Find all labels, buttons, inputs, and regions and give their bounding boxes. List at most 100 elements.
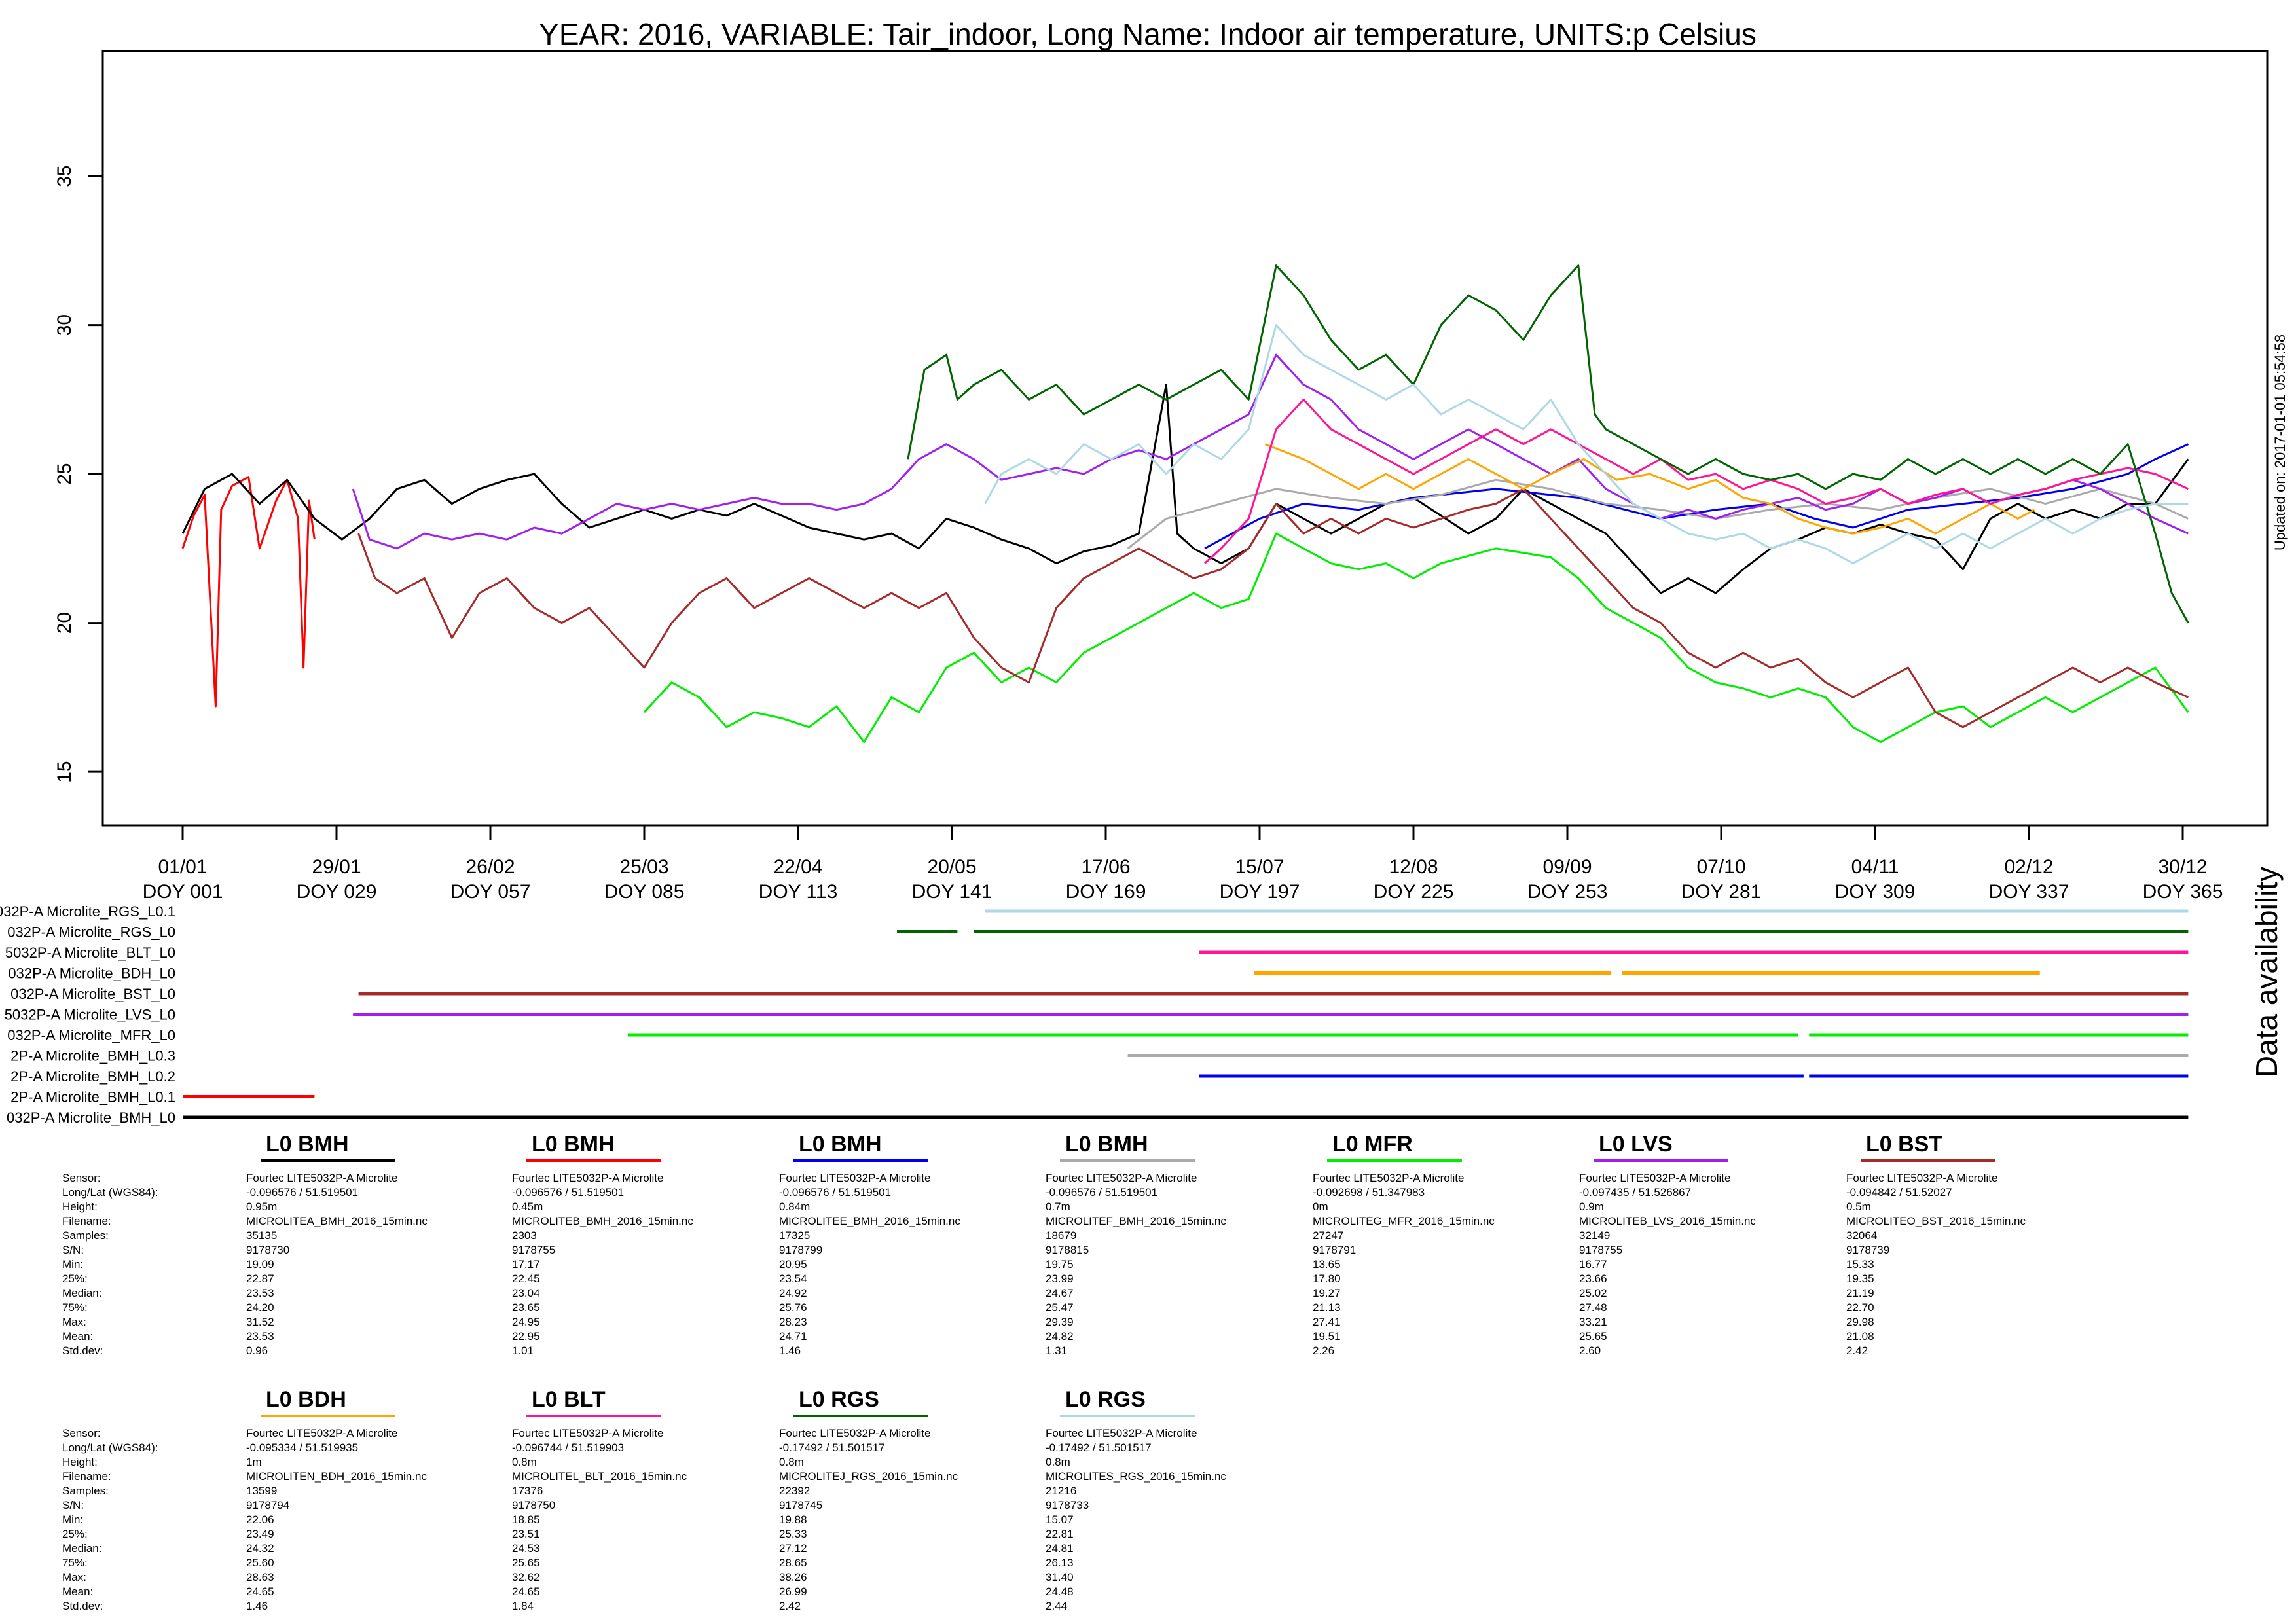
stats-value: 25.60: [246, 1557, 274, 1569]
x-tick-doy: DOY 001: [143, 881, 223, 903]
stats-value: 0.8m: [512, 1456, 537, 1468]
availability-label: 032P-A Microlite_BST_L0: [10, 986, 175, 1002]
stats-value: Fourtec LITE5032P-A Microlite: [1046, 1172, 1197, 1184]
stats-value: 24.48: [1046, 1585, 1074, 1598]
stats-value: Fourtec LITE5032P-A Microlite: [1846, 1172, 1997, 1184]
stats-row-label: Min:: [62, 1258, 83, 1271]
stats-value: 0.8m: [1046, 1456, 1070, 1468]
stats-value: 9178750: [512, 1499, 555, 1511]
x-tick-doy: DOY 309: [1835, 881, 1916, 903]
stats-row-label: 25%:: [62, 1528, 88, 1540]
stats-value: -0.096576 / 51.519501: [246, 1186, 358, 1199]
series-line-bmh03: [1127, 478, 2189, 550]
stats-value: MICROLITEL_BLT_2016_15min.nc: [512, 1470, 687, 1483]
stats-value: 23.04: [512, 1287, 540, 1299]
stats-value: 28.65: [779, 1557, 807, 1569]
y-tick-label: 25: [54, 463, 75, 484]
stats-value: 27.48: [1579, 1301, 1607, 1314]
stats-block-title: L0 BST: [1866, 1132, 1942, 1157]
stats-value: 17376: [512, 1485, 543, 1497]
stats-value: 9178733: [1046, 1499, 1089, 1511]
stats-value: Fourtec LITE5032P-A Microlite: [1046, 1427, 1197, 1439]
availability-label: 032P-A Microlite_MFR_L0: [7, 1027, 175, 1043]
x-tick-date: 04/11: [1851, 856, 1899, 878]
stats-value: 21.13: [1313, 1301, 1341, 1314]
stats-value: -0.17492 / 51.501517: [1046, 1441, 1152, 1454]
y-axis: 15 20 25 30 35: [54, 165, 103, 783]
y-tick-label: 15: [54, 761, 75, 782]
stats-row-label: Filename:: [62, 1470, 111, 1483]
stats-value: 24.71: [779, 1330, 807, 1343]
stats-value: 18.85: [512, 1513, 540, 1526]
stats-value: 23.54: [779, 1272, 807, 1285]
stats-value: 35135: [246, 1229, 277, 1242]
x-tick-doy: DOY 057: [450, 881, 531, 903]
stats-value: 32149: [1579, 1229, 1610, 1242]
x-tick-date: 20/05: [927, 856, 976, 878]
stats-value: MICROLITEE_BMH_2016_15min.nc: [779, 1215, 960, 1227]
stats-value: 9178755: [1579, 1244, 1622, 1256]
x-tick-date: 22/04: [773, 856, 822, 878]
stats-value: 31.40: [1046, 1571, 1074, 1583]
stats-value: 29.98: [1846, 1316, 1874, 1328]
x-tick-doy: DOY 029: [297, 881, 377, 903]
series-line-bdh: [1264, 443, 2035, 535]
stats-value: 26.13: [1046, 1557, 1074, 1569]
stats-value: 1.46: [246, 1600, 268, 1612]
stats-value: -0.096744 / 51.519903: [512, 1441, 624, 1454]
availability-label: 032P-A Microlite_BDH_L0: [8, 965, 175, 982]
stats-value: 19.35: [1846, 1272, 1874, 1285]
stats-row-label: S/N:: [62, 1499, 84, 1511]
stats-row-label: Samples:: [62, 1485, 109, 1497]
stats-value: 24.81: [1046, 1542, 1074, 1555]
stats-value: 15.33: [1846, 1258, 1874, 1271]
stats-value: 24.92: [779, 1287, 807, 1299]
stats-value: 17325: [779, 1229, 810, 1242]
series-line-blt: [1204, 398, 2189, 564]
series-line-bmh02: [1204, 443, 2189, 550]
availability-label: 2P-A Microlite_BMH_L0.3: [10, 1048, 175, 1064]
data-availability: 032P-A Microlite_RGS_L0.1 032P-A Microlit…: [0, 903, 2189, 1126]
stats-value: 23.53: [246, 1330, 274, 1343]
stats-row-label: Max:: [62, 1571, 86, 1583]
stats-value: 24.53: [512, 1542, 540, 1555]
stats-value: 28.63: [246, 1571, 274, 1583]
stats-value: 23.65: [512, 1301, 540, 1314]
stats-value: Fourtec LITE5032P-A Microlite: [512, 1172, 663, 1184]
stats-value: 17.80: [1313, 1272, 1341, 1285]
stats-value: 2.60: [1579, 1344, 1601, 1357]
stats-value: MICROLITEA_BMH_2016_15min.nc: [246, 1215, 428, 1227]
stats-value: 22.87: [246, 1272, 274, 1285]
stats-value: 19.75: [1046, 1258, 1074, 1271]
stats-value: 19.88: [779, 1513, 807, 1526]
stats-value: 0.5m: [1846, 1200, 1871, 1213]
stats-row-label: S/N:: [62, 1244, 84, 1256]
stats-value: -0.096576 / 51.519501: [1046, 1186, 1157, 1199]
x-tick-doy: DOY 253: [1527, 881, 1608, 903]
x-tick-date: 15/07: [1235, 856, 1284, 878]
stats-value: 31.52: [246, 1316, 274, 1328]
x-tick-date: 12/08: [1389, 856, 1438, 878]
stats-block-title: L0 RGS: [799, 1387, 879, 1412]
availability-label: 032P-A Microlite_BMH_L0: [7, 1110, 175, 1126]
stats-row-label: Height:: [62, 1456, 98, 1468]
stats-value: 13.65: [1313, 1258, 1341, 1271]
stats-value: 24.65: [512, 1585, 540, 1598]
x-tick-date: 26/02: [465, 856, 515, 878]
stats-value: Fourtec LITE5032P-A Microlite: [779, 1172, 930, 1184]
data-availability-label: Data availability: [2250, 867, 2284, 1077]
x-tick-doy: DOY 085: [604, 881, 685, 903]
stats-value: MICROLITEN_BDH_2016_15min.nc: [246, 1470, 427, 1483]
plot-frame: [101, 50, 2269, 827]
stats-value: 9178799: [779, 1244, 822, 1256]
stats-value: 27247: [1313, 1229, 1343, 1242]
stats-value: MICROLITES_RGS_2016_15min.nc: [1046, 1470, 1226, 1483]
stats-value: 19.51: [1313, 1330, 1341, 1343]
stats-value: MICROLITEB_BMH_2016_15min.nc: [512, 1215, 693, 1227]
series-line-lvs: [352, 353, 2189, 550]
stats-value: 24.65: [246, 1585, 274, 1598]
x-tick-doy: DOY 141: [912, 881, 993, 903]
stats-value: 23.53: [246, 1287, 274, 1299]
stats-value: 17.17: [512, 1258, 540, 1271]
stats-value: 1.31: [1046, 1344, 1067, 1357]
